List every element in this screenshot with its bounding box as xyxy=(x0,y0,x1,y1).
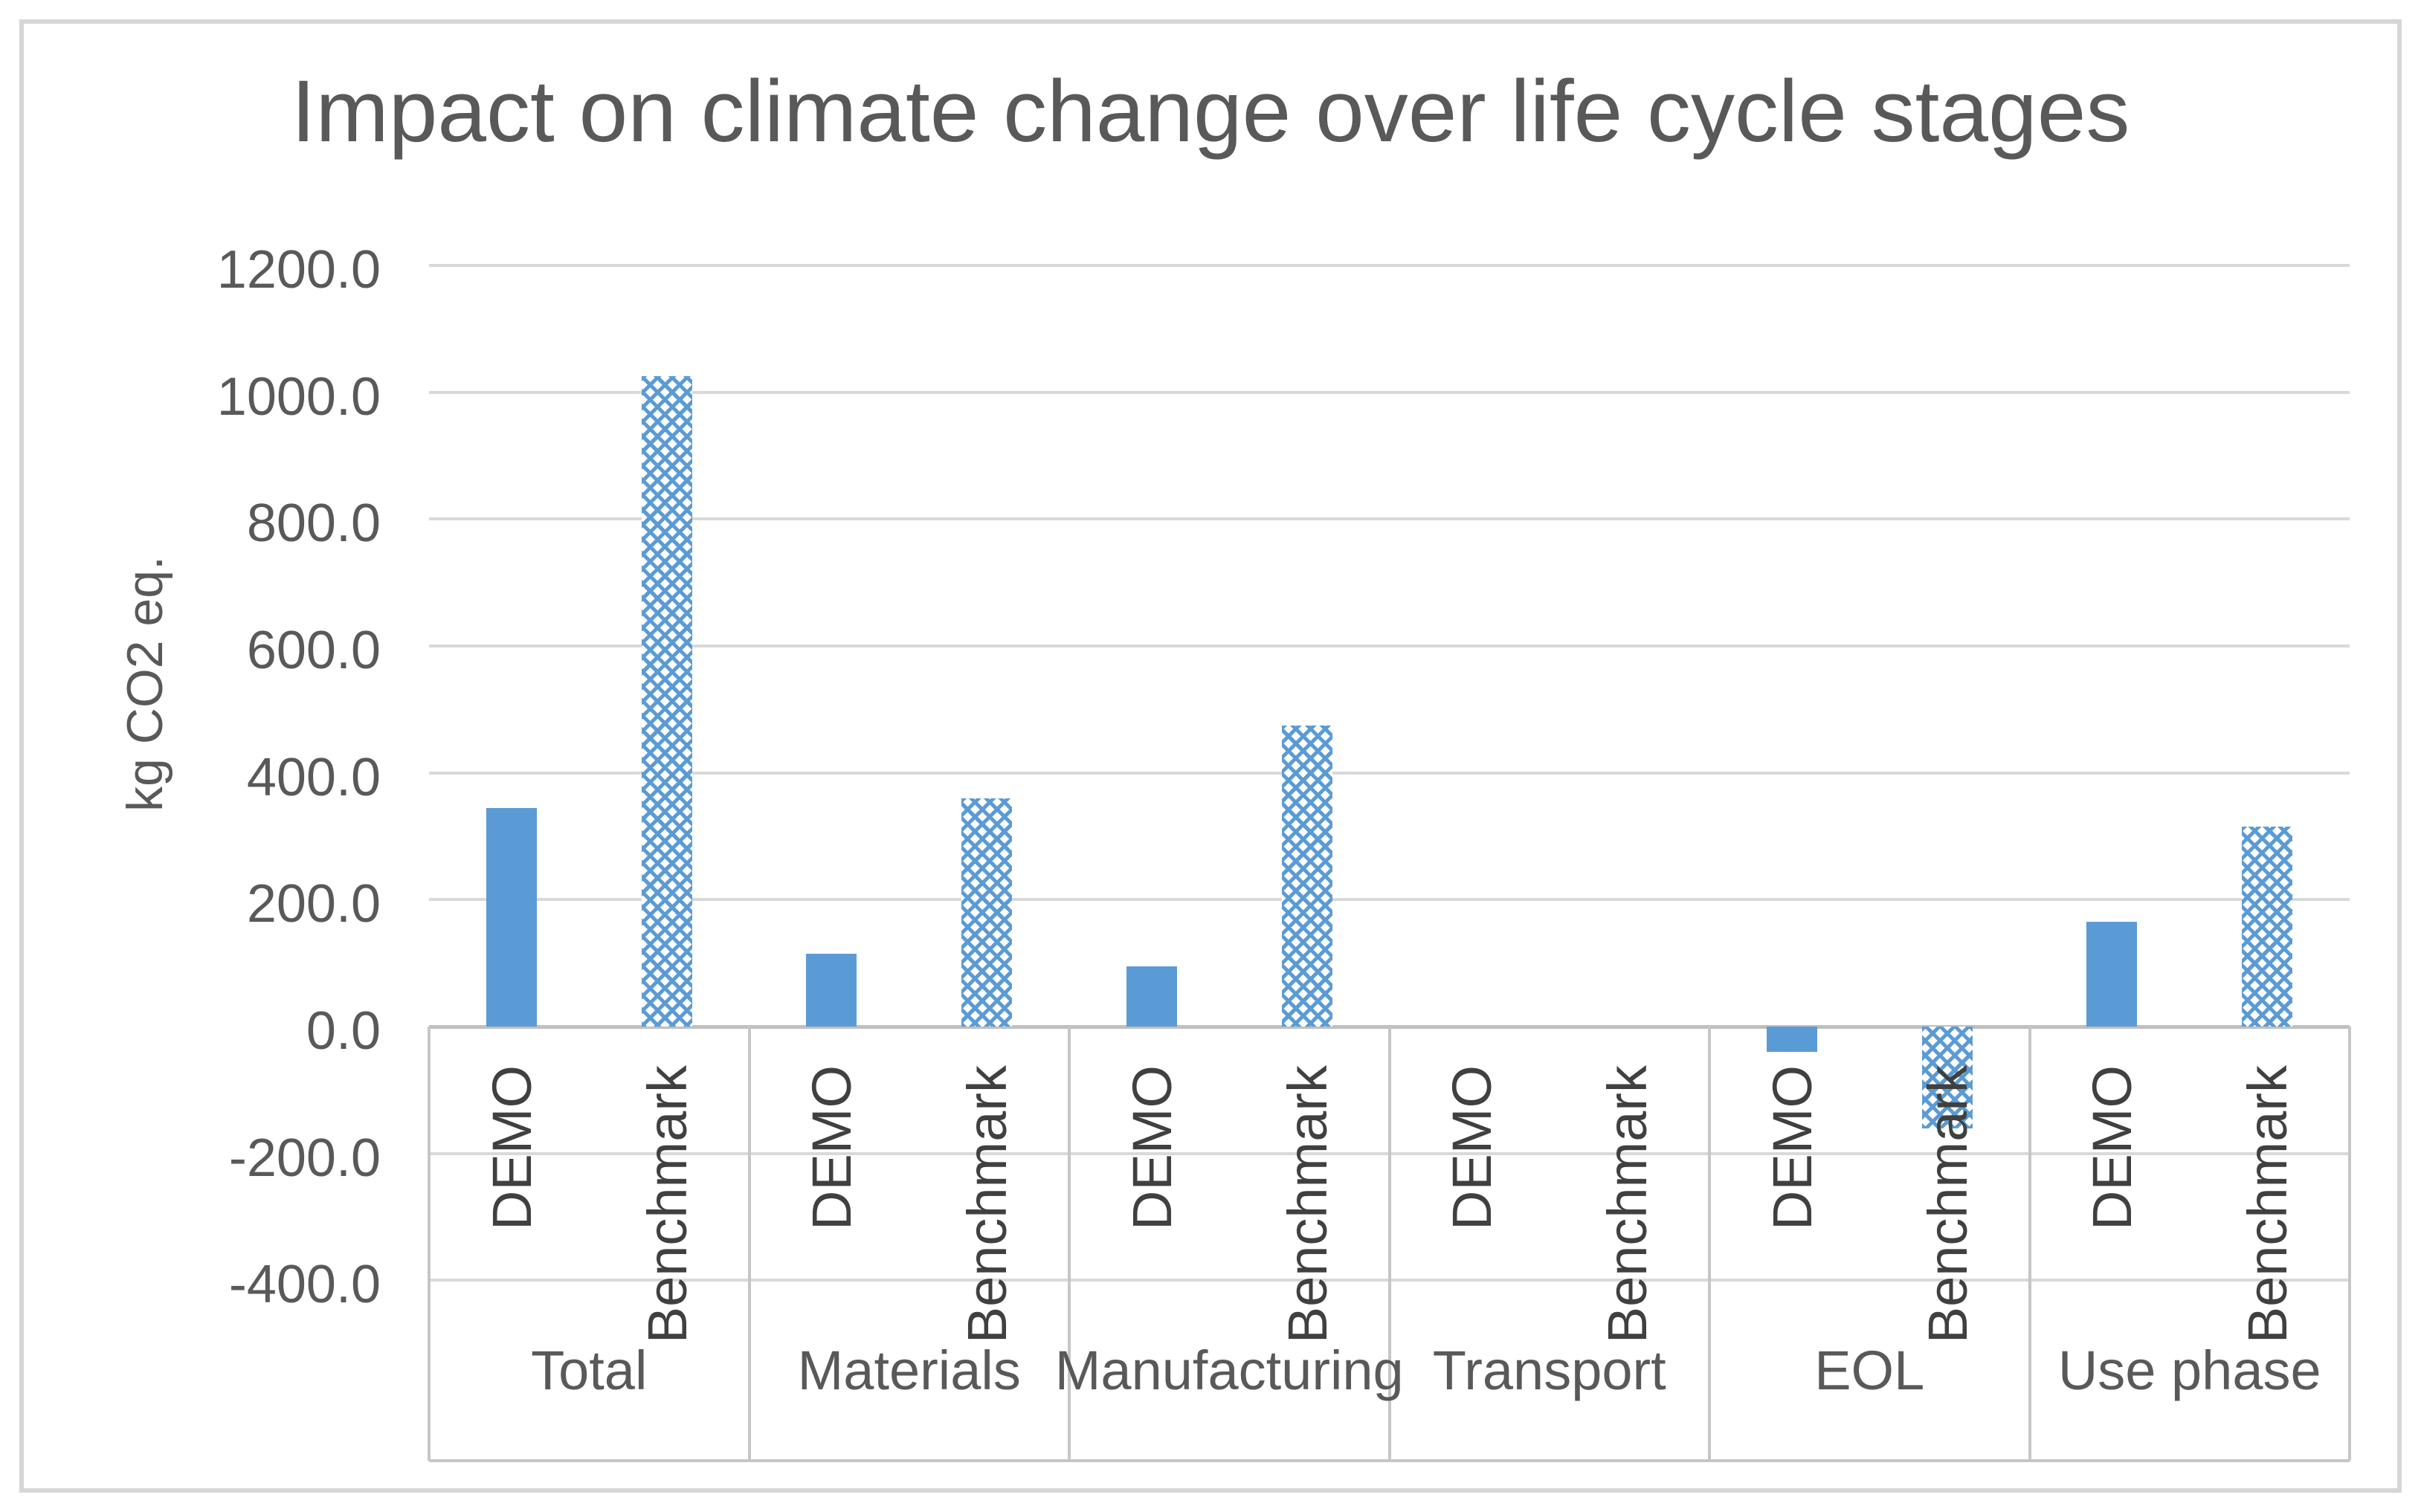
gridline-800 xyxy=(429,517,2350,521)
gridline-1000 xyxy=(429,390,2350,394)
bar-manufacturing-benchmark xyxy=(1281,725,1332,1027)
category-table-border xyxy=(1387,1027,1391,1461)
series-label-demo: DEMO xyxy=(2081,1065,2144,1230)
category-table-border xyxy=(2348,1027,2351,1461)
series-label-demo: DEMO xyxy=(480,1065,543,1230)
category-label-total: Total xyxy=(429,1280,749,1461)
category-label-materials: Materials xyxy=(749,1280,1070,1461)
category-table-border xyxy=(428,1027,431,1461)
category-label-text: Materials xyxy=(797,1340,1021,1401)
bar-materials-demo xyxy=(806,953,857,1027)
bar-materials-benchmark xyxy=(961,798,1013,1027)
bar-manufacturing-demo xyxy=(1126,966,1177,1027)
gridline-200 xyxy=(429,898,2350,902)
series-label-demo: DEMO xyxy=(1121,1065,1183,1230)
category-table-border xyxy=(1068,1027,1071,1461)
y-tick-label: 800.0 xyxy=(246,494,381,554)
bar-total-benchmark xyxy=(641,376,692,1027)
y-tick-label: -200.0 xyxy=(228,1128,381,1188)
y-tick-label: -400.0 xyxy=(228,1255,381,1315)
category-table-bottom-border xyxy=(429,1459,2350,1462)
category-label-text: Manufacturing xyxy=(1054,1340,1404,1401)
category-label-text: Use phase xyxy=(2057,1340,2321,1401)
gridline-400 xyxy=(429,771,2350,775)
series-label-demo: DEMO xyxy=(1441,1065,1503,1230)
y-tick-label: 600.0 xyxy=(246,621,381,680)
y-tick-label: 400.0 xyxy=(246,747,381,807)
series-label-demo: DEMO xyxy=(1761,1065,1823,1230)
y-tick-label: 1000.0 xyxy=(216,366,381,427)
category-label-text: Transport xyxy=(1432,1340,1666,1401)
bar-eol-benchmark xyxy=(1921,1027,1973,1128)
bar-use-phase-demo xyxy=(2086,922,2138,1027)
plot-area: 1200.0 1000.0 800.0 600.0 400.0 200.0 0.0 -200.… xyxy=(217,243,2351,1462)
chart-title: Impact on climate change over life cycle… xyxy=(291,62,2130,161)
bar-use-phase-benchmark xyxy=(2242,827,2293,1027)
bar-total-demo xyxy=(486,807,537,1027)
category-label-use-phase: Use phase xyxy=(2030,1280,2350,1461)
category-label-eol: EOL xyxy=(1709,1280,2030,1461)
category-label-text: EOL xyxy=(1814,1340,1925,1401)
gridline-1200 xyxy=(429,264,2350,267)
bar-eol-demo xyxy=(1766,1027,1817,1053)
category-table-border xyxy=(2028,1027,2031,1461)
series-label-demo: DEMO xyxy=(801,1065,863,1230)
category-label-text: Total xyxy=(531,1340,648,1401)
category-table-border xyxy=(747,1027,751,1461)
gridline-600 xyxy=(429,644,2350,647)
y-tick-label: 1200.0 xyxy=(216,240,381,300)
category-label-manufacturing: Manufacturing xyxy=(1055,1280,1404,1461)
category-table-border xyxy=(1708,1027,1711,1461)
y-tick-label: 0.0 xyxy=(306,1001,381,1061)
y-tick-label: 200.0 xyxy=(246,874,381,934)
category-label-transport: Transport xyxy=(1390,1280,1710,1461)
